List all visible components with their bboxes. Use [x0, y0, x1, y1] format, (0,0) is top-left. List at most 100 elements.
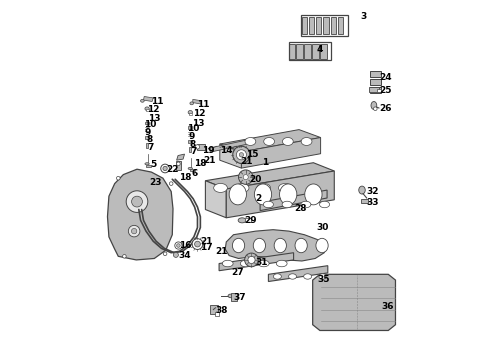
Polygon shape — [209, 165, 310, 194]
Text: 4: 4 — [317, 45, 323, 54]
Text: 12: 12 — [193, 109, 205, 118]
Ellipse shape — [238, 218, 246, 223]
Ellipse shape — [192, 239, 203, 249]
Ellipse shape — [188, 111, 193, 114]
Ellipse shape — [276, 260, 287, 267]
Ellipse shape — [240, 260, 251, 267]
Ellipse shape — [173, 252, 178, 257]
Text: 32: 32 — [367, 187, 379, 196]
Text: 16: 16 — [179, 241, 192, 250]
Ellipse shape — [278, 184, 292, 193]
Ellipse shape — [195, 241, 200, 247]
Ellipse shape — [163, 252, 167, 256]
Text: 25: 25 — [379, 86, 392, 95]
Ellipse shape — [190, 102, 194, 105]
Polygon shape — [220, 144, 242, 168]
Text: 29: 29 — [245, 216, 257, 225]
Polygon shape — [144, 96, 153, 102]
Ellipse shape — [239, 170, 253, 184]
Polygon shape — [260, 190, 327, 211]
Polygon shape — [219, 253, 294, 271]
Ellipse shape — [132, 196, 143, 207]
Text: 10: 10 — [187, 125, 200, 134]
Text: 21: 21 — [241, 157, 253, 166]
Text: 10: 10 — [144, 120, 157, 129]
Ellipse shape — [304, 274, 312, 279]
Bar — [188, 126, 193, 129]
Ellipse shape — [176, 162, 180, 166]
Ellipse shape — [301, 138, 312, 145]
Bar — [289, 44, 295, 59]
Text: 8: 8 — [146, 135, 152, 144]
Ellipse shape — [257, 184, 270, 193]
Text: 22: 22 — [167, 166, 179, 175]
Polygon shape — [242, 138, 320, 168]
Text: 7: 7 — [190, 148, 196, 157]
Polygon shape — [269, 266, 328, 282]
Bar — [147, 165, 151, 166]
Text: 15: 15 — [245, 150, 258, 159]
Text: 11: 11 — [197, 100, 210, 109]
Ellipse shape — [305, 184, 322, 205]
Text: 1: 1 — [262, 158, 269, 167]
Ellipse shape — [122, 255, 126, 258]
Bar — [289, 42, 331, 60]
Bar — [146, 143, 148, 148]
Bar — [377, 89, 381, 92]
Polygon shape — [313, 274, 395, 330]
Text: 33: 33 — [367, 198, 379, 207]
Text: 12: 12 — [147, 105, 160, 114]
Ellipse shape — [289, 274, 296, 279]
Text: 11: 11 — [151, 97, 163, 106]
Text: 38: 38 — [216, 306, 228, 315]
Ellipse shape — [131, 229, 137, 234]
Text: 6: 6 — [191, 169, 197, 178]
Polygon shape — [205, 163, 334, 189]
Text: 37: 37 — [233, 292, 246, 302]
Ellipse shape — [233, 146, 250, 163]
Ellipse shape — [373, 107, 377, 111]
Text: 14: 14 — [220, 146, 233, 155]
Polygon shape — [107, 169, 173, 260]
Polygon shape — [220, 130, 320, 152]
Bar — [145, 136, 149, 139]
Text: 18: 18 — [179, 173, 192, 182]
Text: 5: 5 — [151, 161, 157, 170]
Ellipse shape — [263, 201, 273, 208]
Text: 8: 8 — [189, 140, 196, 149]
Text: 24: 24 — [379, 73, 392, 82]
Ellipse shape — [239, 153, 244, 157]
Ellipse shape — [245, 253, 258, 267]
Text: 20: 20 — [249, 175, 262, 184]
Bar — [197, 144, 205, 150]
Ellipse shape — [295, 238, 307, 253]
Ellipse shape — [145, 107, 149, 111]
Ellipse shape — [319, 274, 327, 279]
Polygon shape — [205, 181, 226, 218]
Polygon shape — [176, 154, 185, 160]
Bar — [369, 87, 381, 93]
Bar — [189, 140, 192, 143]
Text: 26: 26 — [379, 104, 392, 113]
Bar — [301, 15, 347, 36]
Ellipse shape — [236, 150, 246, 160]
Bar — [210, 305, 219, 314]
Bar — [302, 17, 307, 34]
Text: 18: 18 — [194, 159, 206, 168]
Bar — [176, 161, 180, 170]
Ellipse shape — [316, 238, 328, 253]
Text: 35: 35 — [318, 275, 330, 284]
Ellipse shape — [282, 201, 292, 208]
Bar — [338, 17, 343, 34]
Bar — [361, 199, 368, 203]
Text: 27: 27 — [231, 269, 244, 277]
Text: 13: 13 — [148, 114, 160, 123]
Bar — [369, 79, 381, 85]
Bar — [304, 44, 311, 59]
Bar — [189, 147, 192, 152]
Ellipse shape — [126, 191, 148, 212]
Ellipse shape — [243, 175, 248, 180]
Ellipse shape — [141, 99, 144, 102]
Ellipse shape — [245, 138, 256, 145]
Polygon shape — [208, 140, 248, 152]
